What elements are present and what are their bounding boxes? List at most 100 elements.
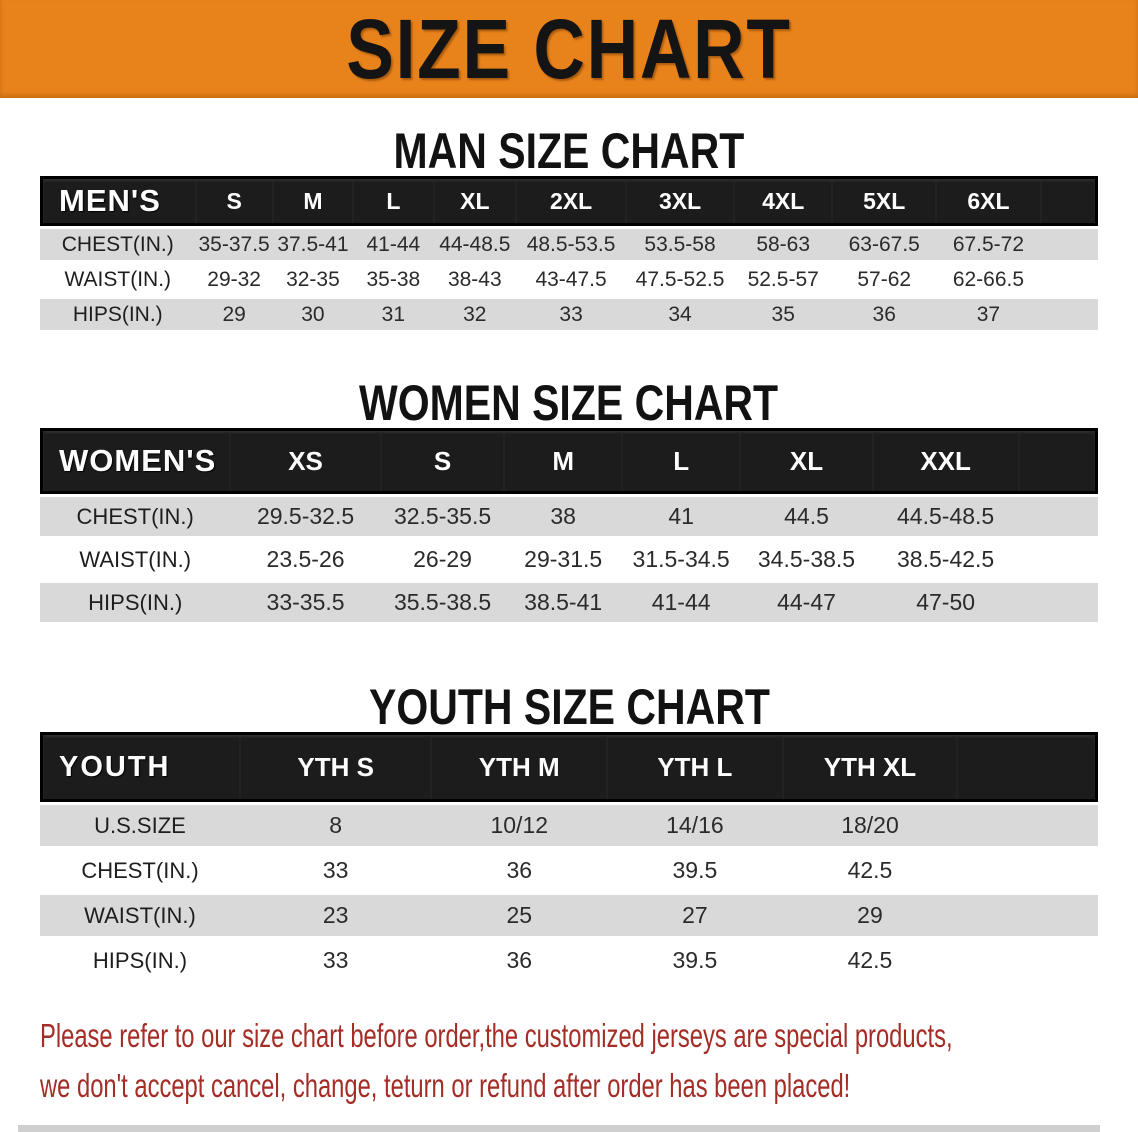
men-size-s: S <box>195 176 273 226</box>
women-waist-label: WAIST(IN.) <box>40 540 231 583</box>
women-section-heading-text: WOMEN SIZE CHART <box>359 375 779 431</box>
women-hips-value: 47-50 <box>872 583 1019 626</box>
men-chest-value: 35-37.5 <box>195 226 273 264</box>
youth-ussize-value: 14/16 <box>607 802 783 850</box>
men-header-row: MEN'S S M L XL 2XL 3XL 4XL 5XL 6XL <box>40 176 1098 226</box>
men-hips-value: 32 <box>433 299 517 334</box>
men-group-label: MEN'S <box>40 176 196 226</box>
men-size-3xl: 3XL <box>626 176 734 226</box>
women-waist-value: 34.5-38.5 <box>740 540 873 583</box>
men-hips-value: 33 <box>516 299 627 334</box>
youth-size-l: YTH L <box>607 732 783 802</box>
women-waist-value: 26-29 <box>380 540 505 583</box>
men-chest-label: CHEST(IN.) <box>40 226 196 264</box>
men-chest-value: 44-48.5 <box>433 226 517 264</box>
bottom-edge-strip <box>18 1125 1100 1132</box>
women-chest-value: 44.5-48.5 <box>872 494 1019 540</box>
youth-hips-value: 33 <box>239 940 432 985</box>
men-waist-value: 47.5-52.5 <box>626 264 734 299</box>
men-waist-value: 38-43 <box>433 264 517 299</box>
men-waist-trailing-cell <box>1040 264 1098 299</box>
women-hips-value: 35.5-38.5 <box>380 583 505 626</box>
youth-waist-trailing-cell <box>957 895 1098 940</box>
women-size-table: WOMEN'S XS S M L XL XXL CHEST(IN.) 29.5-… <box>40 428 1098 626</box>
youth-group-label: YOUTH <box>40 732 240 802</box>
youth-size-s: YTH S <box>239 732 432 802</box>
men-size-table: MEN'S S M L XL 2XL 3XL 4XL 5XL 6XL CHEST… <box>40 176 1098 334</box>
youth-hips-value: 42.5 <box>782 940 958 985</box>
men-waist-value: 29-32 <box>195 264 273 299</box>
footer-note-line2: we don't accept cancel, change, teturn o… <box>40 1067 851 1104</box>
youth-ussize-value: 10/12 <box>431 802 608 850</box>
youth-hips-value: 39.5 <box>607 940 783 985</box>
women-hips-value: 38.5-41 <box>504 583 622 626</box>
women-hips-value: 33-35.5 <box>230 583 381 626</box>
women-chest-value: 32.5-35.5 <box>380 494 505 540</box>
men-header-trailing-cell <box>1040 176 1098 226</box>
women-chest-value: 44.5 <box>740 494 873 540</box>
women-chest-trailing-cell <box>1018 494 1098 540</box>
men-hips-value: 34 <box>626 299 734 334</box>
men-waist-label: WAIST(IN.) <box>40 264 196 299</box>
youth-hips-row: HIPS(IN.) 33 36 39.5 42.5 <box>40 940 1098 985</box>
men-hips-value: 37 <box>936 299 1041 334</box>
youth-ussize-label: U.S.SIZE <box>40 802 240 850</box>
youth-ussize-value: 8 <box>239 802 432 850</box>
youth-header-trailing-cell <box>957 732 1098 802</box>
footer-note: Please refer to our size chart before or… <box>40 1011 1138 1111</box>
men-hips-row: HIPS(IN.) 29 30 31 32 33 34 35 36 37 <box>40 299 1098 334</box>
men-hips-value: 36 <box>832 299 937 334</box>
men-chest-value: 37.5-41 <box>272 226 354 264</box>
women-size-xl: XL <box>740 428 873 494</box>
women-hips-label: HIPS(IN.) <box>40 583 231 626</box>
men-waist-value: 35-38 <box>353 264 434 299</box>
banner-title: SIZE CHART <box>346 2 792 96</box>
men-waist-value: 57-62 <box>832 264 937 299</box>
women-waist-value: 31.5-34.5 <box>621 540 741 583</box>
footer-note-line1: Please refer to our size chart before or… <box>40 1017 953 1054</box>
women-chest-value: 38 <box>504 494 622 540</box>
women-hips-value: 44-47 <box>740 583 873 626</box>
men-chest-value: 67.5-72 <box>936 226 1041 264</box>
women-section-heading: WOMEN SIZE CHART <box>0 378 1138 428</box>
men-waist-value: 32-35 <box>272 264 354 299</box>
youth-waist-value: 25 <box>431 895 608 940</box>
men-waist-value: 43-47.5 <box>516 264 627 299</box>
youth-waist-label: WAIST(IN.) <box>40 895 240 940</box>
women-header-row: WOMEN'S XS S M L XL XXL <box>40 428 1098 494</box>
youth-chest-row: CHEST(IN.) 33 36 39.5 42.5 <box>40 850 1098 895</box>
women-size-m: M <box>504 428 622 494</box>
youth-chest-value: 33 <box>239 850 432 895</box>
youth-waist-value: 29 <box>782 895 958 940</box>
youth-chest-trailing-cell <box>957 850 1098 895</box>
men-hips-trailing-cell <box>1040 299 1098 334</box>
men-chest-value: 58-63 <box>734 226 833 264</box>
women-hips-trailing-cell <box>1018 583 1098 626</box>
youth-waist-value: 27 <box>607 895 783 940</box>
youth-hips-label: HIPS(IN.) <box>40 940 240 985</box>
youth-ussize-value: 18/20 <box>782 802 958 850</box>
men-size-6xl: 6XL <box>936 176 1041 226</box>
youth-size-m: YTH M <box>431 732 608 802</box>
banner: SIZE CHART <box>0 0 1138 98</box>
youth-waist-value: 23 <box>239 895 432 940</box>
youth-size-xl: YTH XL <box>782 732 958 802</box>
women-chest-row: CHEST(IN.) 29.5-32.5 32.5-35.5 38 41 44.… <box>40 494 1098 540</box>
women-size-xs: XS <box>230 428 381 494</box>
youth-chest-value: 39.5 <box>607 850 783 895</box>
women-waist-value: 38.5-42.5 <box>872 540 1019 583</box>
men-size-xl: XL <box>433 176 517 226</box>
men-chest-row: CHEST(IN.) 35-37.5 37.5-41 41-44 44-48.5… <box>40 226 1098 264</box>
youth-header-row: YOUTH YTH S YTH M YTH L YTH XL <box>40 732 1098 802</box>
men-size-l: L <box>353 176 434 226</box>
women-waist-value: 23.5-26 <box>230 540 381 583</box>
men-chest-value: 53.5-58 <box>626 226 734 264</box>
men-hips-value: 31 <box>353 299 434 334</box>
women-header-trailing-cell <box>1018 428 1098 494</box>
women-group-label: WOMEN'S <box>40 428 231 494</box>
women-hips-row: HIPS(IN.) 33-35.5 35.5-38.5 38.5-41 41-4… <box>40 583 1098 626</box>
men-chest-value: 63-67.5 <box>832 226 937 264</box>
women-waist-value: 29-31.5 <box>504 540 622 583</box>
youth-hips-trailing-cell <box>957 940 1098 985</box>
